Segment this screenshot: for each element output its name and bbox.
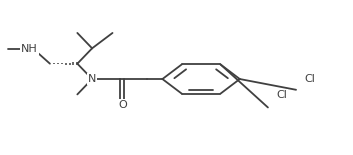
Text: O: O: [118, 100, 127, 110]
Text: Cl: Cl: [277, 90, 288, 100]
Text: NH: NH: [21, 44, 38, 54]
Text: N: N: [88, 74, 96, 84]
Text: Cl: Cl: [305, 74, 316, 84]
